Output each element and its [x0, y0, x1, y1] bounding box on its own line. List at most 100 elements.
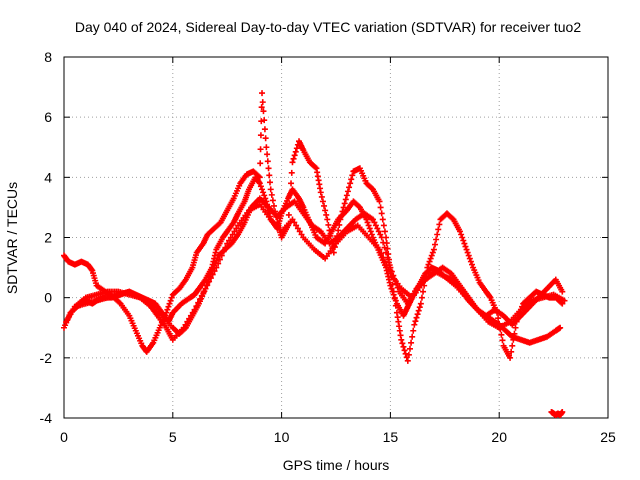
- data-point: [200, 289, 207, 296]
- data-point: [266, 179, 273, 186]
- data-point: [426, 258, 433, 265]
- data-point: [216, 256, 223, 263]
- data-point: [293, 222, 300, 229]
- data-point: [258, 118, 265, 125]
- data-point: [391, 295, 398, 302]
- data-point: [412, 318, 419, 325]
- data-point: [380, 239, 387, 246]
- data-point: [213, 264, 220, 271]
- data-point: [259, 186, 266, 193]
- data-point: [317, 189, 324, 196]
- y-axis-label: SDTVAR / TECUs: [4, 182, 20, 294]
- data-point: [255, 173, 262, 180]
- data-point: [389, 281, 396, 288]
- data-point: [509, 342, 516, 349]
- data-point: [410, 327, 417, 334]
- data-point: [457, 228, 464, 235]
- data-point: [381, 258, 388, 265]
- data-series: [63, 195, 566, 337]
- data-point: [372, 222, 379, 229]
- data-point: [428, 252, 435, 259]
- data-point: [263, 144, 270, 151]
- x-tick-label: 25: [600, 429, 616, 445]
- data-point: [285, 211, 292, 218]
- data-point: [381, 228, 388, 235]
- data-point: [365, 222, 372, 229]
- x-tick-label: 0: [60, 429, 68, 445]
- data-point: [378, 234, 385, 241]
- data-point: [344, 188, 351, 195]
- data-point: [189, 309, 196, 316]
- data-point: [264, 158, 271, 165]
- data-point: [498, 331, 505, 338]
- data-point: [462, 243, 469, 250]
- data-point: [257, 183, 264, 190]
- data-point: [197, 296, 203, 303]
- data-point: [401, 347, 408, 354]
- data-point: [319, 198, 326, 205]
- data-point: [423, 270, 430, 277]
- data-point: [424, 264, 431, 271]
- data-point: [430, 246, 437, 253]
- data-point: [258, 104, 265, 111]
- data-point: [229, 231, 236, 238]
- data-point: [268, 191, 275, 198]
- y-tick-label: 8: [44, 49, 52, 65]
- data-point: [495, 315, 502, 322]
- data-point: [463, 246, 470, 253]
- data-point: [409, 333, 416, 340]
- data-point: [512, 324, 519, 331]
- data-point: [325, 221, 332, 228]
- x-tick-label: 5: [169, 429, 177, 445]
- data-point: [165, 303, 172, 310]
- data-point: [193, 303, 200, 310]
- data-point: [324, 216, 331, 223]
- data-point: [256, 180, 263, 187]
- data-point: [557, 324, 564, 331]
- x-tick-labels: 0 5 10 15 20 25: [60, 429, 616, 445]
- data-point: [293, 145, 300, 152]
- data-point: [377, 231, 384, 238]
- data-point: [198, 292, 205, 299]
- data-point: [287, 190, 294, 197]
- data-series: [71, 201, 568, 343]
- data-point: [294, 225, 301, 232]
- data-point: [405, 351, 412, 358]
- data-point: [465, 252, 472, 259]
- data-point: [226, 237, 233, 244]
- data-point: [369, 216, 376, 223]
- data-point: [270, 202, 277, 209]
- data-point: [511, 330, 518, 337]
- data-point: [220, 248, 227, 255]
- data-point: [392, 302, 399, 309]
- data-point: [338, 212, 345, 219]
- data-point: [257, 160, 264, 167]
- data-point: [267, 186, 274, 193]
- y-tick-label: 0: [44, 290, 52, 306]
- data-point: [233, 225, 240, 232]
- data-point: [218, 252, 225, 259]
- data-point: [261, 117, 268, 124]
- data-point: [163, 309, 170, 316]
- data-point: [340, 204, 347, 211]
- data-point: [211, 268, 218, 275]
- data-point: [347, 180, 354, 187]
- data-point: [262, 135, 269, 142]
- data-point: [427, 255, 434, 262]
- data-point: [349, 172, 356, 179]
- data-point: [207, 275, 214, 282]
- data-point: [209, 271, 216, 278]
- data-point: [346, 184, 353, 191]
- data-point: [261, 126, 268, 133]
- data-point: [257, 132, 264, 139]
- y-tick-label: 6: [44, 109, 52, 125]
- data-point: [318, 193, 325, 200]
- data-point: [364, 219, 371, 226]
- data-point: [256, 174, 263, 181]
- y-tick-labels: -4 -2 0 2 4 6 8: [40, 49, 53, 426]
- data-point: [399, 340, 406, 347]
- y-tick-label: 2: [44, 230, 52, 246]
- data-point: [321, 202, 328, 209]
- data-point: [257, 146, 264, 153]
- data-point: [180, 324, 187, 331]
